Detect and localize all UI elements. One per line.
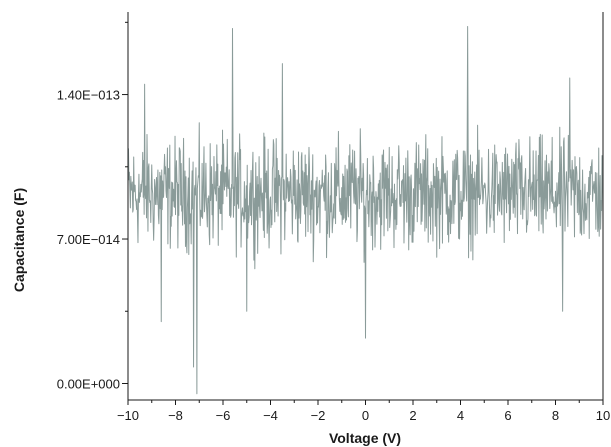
x-tick-label: −8 [168,408,183,423]
capacitance-series-line [127,25,604,395]
x-axis-title: Voltage (V) [329,430,401,446]
x-tick-label: 6 [504,408,511,423]
y-tick-label: 7.00E−014 [57,232,120,247]
x-axis-ticks: −10 −8 −6 −4 −2 0 2 4 6 8 10 [117,400,610,423]
series-layer [127,25,604,395]
x-tick-label: 2 [409,408,416,423]
x-tick-label: −4 [263,408,278,423]
x-tick-label: 0 [362,408,369,423]
x-tick-label: 8 [552,408,559,423]
x-tick-label: −6 [216,408,231,423]
x-tick-label: −10 [117,408,139,423]
y-tick-label: 1.40E−013 [57,88,120,103]
y-axis-title: Capacitance (F) [11,188,27,292]
x-tick-label: −2 [311,408,326,423]
y-axis-ticks: 0.00E+000 7.00E−014 1.40E−013 [57,21,128,391]
x-tick-label: 10 [596,408,610,423]
y-tick-label: 0.00E+000 [57,376,120,391]
x-tick-label: 4 [457,408,464,423]
